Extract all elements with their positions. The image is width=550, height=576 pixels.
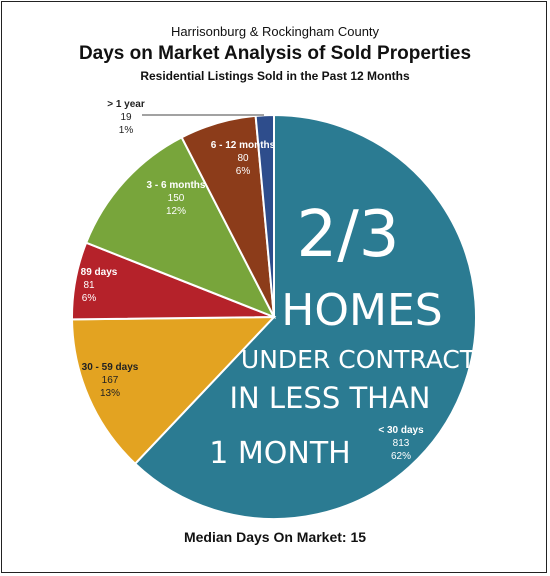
annotation-less-than: IN LESS THAN [229,381,430,415]
slice-label-6-count: 19 [120,112,132,123]
slice-label-5-name: 6 - 12 months [211,140,276,151]
slice-label-2-name: 30 - 59 days [82,362,139,373]
slice-label-4-percent: 12% [166,206,186,217]
pie-slice-6 [254,113,275,318]
slice-label-5-percent: 6% [236,166,251,177]
median-days-footer: Median Days On Market: 15 [183,529,367,545]
chart-subtitle: Residential Listings Sold in the Past 12… [140,69,410,83]
slice-label-4-name: 3 - 6 months [147,180,206,191]
slice-label-2-percent: 13% [100,388,120,399]
handwritten-annotation: 2/3 HOMES UNDER CONTRACT IN LESS THAN 1 … [209,198,476,471]
pie-slice-1 [133,113,478,520]
annotation-one-month: 1 MONTH [209,436,350,471]
slice-label-6-percent: 1% [119,125,134,136]
slice-label-3-percent: 6% [82,293,97,304]
slice-label-1-percent: 62% [391,451,411,462]
slice-label-4-count: 150 [168,193,185,204]
slice-label-3-count: 81 [83,280,95,291]
slice-label-5-count: 80 [237,153,249,164]
chart-title: Days on Market Analysis of Sold Properti… [78,43,472,64]
annotation-under-contract: UNDER CONTRACT [241,345,476,374]
slice-label-1-count: 813 [393,438,410,449]
pie-slice-2 [70,315,277,466]
slice-label-2-count: 167 [102,375,119,386]
chart-location: Harrisonburg & Rockingham County [170,24,380,39]
annotation-homes: HOMES [281,285,442,336]
pie-slice-4 [84,136,277,319]
pie-slices [70,113,478,520]
annotation-fraction: 2/3 [297,198,400,272]
pie-labels: < 30 days 813 62% 30 - 59 days 167 13% 60 - 89… [61,99,424,462]
slice-label-6-name: > 1 year [107,99,145,110]
slice-label-3-name: 60 - 89 days [61,267,118,278]
slice-label-1-name: < 30 days [378,425,424,436]
